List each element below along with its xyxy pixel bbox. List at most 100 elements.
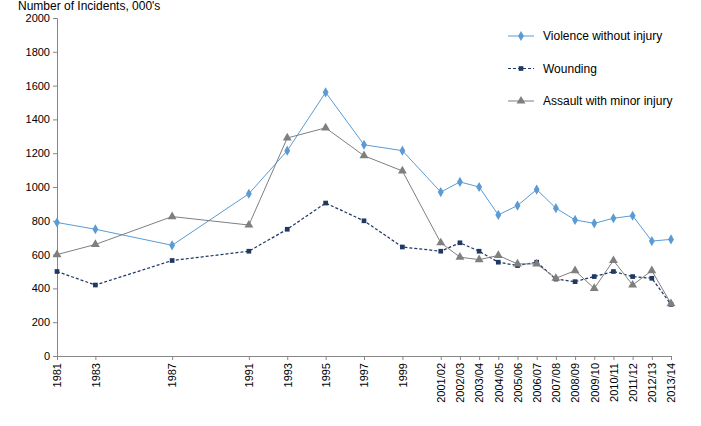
x-tick: 1997 [358,356,370,387]
series-marker [477,249,482,254]
x-tick: 1987 [166,356,178,387]
x-tick: 2007/08 [550,356,562,403]
series-marker [591,218,597,228]
legend-marker [517,96,526,104]
y-tick-mark [53,322,57,323]
y-axis: 0200400600800100012001400160018002000 [26,12,58,362]
series-marker [534,184,540,194]
series-marker [361,140,367,150]
x-tick-mark [479,356,480,360]
series-marker [649,236,655,246]
x-tick-label: 1999 [397,363,409,387]
legend-marker [518,31,524,41]
y-tick-label: 1800 [26,46,50,58]
series-marker [323,87,329,97]
x-tick: 2011/12 [627,356,639,402]
x-tick-label: 2010/11 [608,363,620,402]
series-line [57,203,671,304]
series-marker [55,269,60,274]
y-tick-label: 600 [32,249,50,261]
x-tick: 1981 [51,356,63,387]
x-tick: 2003/04 [473,356,485,403]
y-tick-mark [53,52,57,53]
series-marker [283,133,292,141]
y-tick-label: 1400 [26,113,50,125]
x-tick: 2009/10 [589,356,601,403]
series-marker [170,258,175,263]
x-tick-mark [575,356,576,360]
x-tick-mark [172,356,173,360]
series-marker [611,269,616,274]
y-tick: 1200 [26,147,57,159]
x-tick-mark [633,356,634,360]
y-tick-mark [53,18,57,19]
x-tick-label: 1997 [358,363,370,387]
x-tick-mark [537,356,538,360]
series-marker [475,255,484,263]
x-tick-mark [441,356,442,360]
y-tick: 600 [32,249,57,261]
series-marker [438,249,443,254]
series-marker [321,123,330,131]
series-line [57,92,671,245]
x-tick-label: 2004/05 [493,363,505,403]
y-tick: 400 [32,282,57,294]
y-tick: 200 [32,316,57,328]
x-tick-label: 2011/12 [627,363,639,402]
x-tick-mark [364,356,365,360]
x-tick-mark [249,356,250,360]
y-tick-label: 200 [32,316,50,328]
y-tick-mark [53,153,57,154]
series-marker [513,259,522,267]
x-tick-label: 1991 [243,363,255,387]
y-tick: 1600 [26,80,57,92]
legend-item: Wounding [508,62,597,76]
series-marker [571,266,580,274]
series-marker [285,227,290,232]
series-marker [323,201,328,206]
series-marker [168,211,177,219]
series-marker [457,177,463,187]
x-tick-mark [652,356,653,360]
legend-item: Assault with minor injury [508,94,672,108]
x-axis: 198119831987199119931995199719992001/022… [51,356,677,403]
series-marker [247,249,252,254]
x-tick: 2001/02 [435,356,447,403]
series-marker [592,274,597,279]
x-tick: 1993 [282,356,294,387]
x-tick: 2012/13 [646,356,658,403]
y-tick-mark [53,119,57,120]
plot-area [53,87,676,307]
chart: 0200400600800100012001400160018002000198… [0,0,701,426]
series-marker [494,250,503,258]
series-marker [551,273,560,281]
series-marker [360,151,369,159]
series-marker [246,189,252,199]
x-tick-label: 1981 [51,363,63,387]
x-tick: 2010/11 [608,356,620,402]
series-marker [532,259,541,267]
x-tick-mark [287,356,288,360]
series-marker [630,274,635,279]
legend-label: Violence without injury [543,29,662,43]
x-tick-mark [460,356,461,360]
x-tick-mark [95,356,96,360]
y-tick-label: 400 [32,282,50,294]
x-tick-mark [57,356,58,360]
series-marker [630,211,636,221]
x-tick-mark [613,356,614,360]
y-tick-label: 0 [44,350,50,362]
x-axis-line [58,357,672,361]
x-tick: 2008/09 [569,356,581,403]
y-tick: 2000 [26,12,57,24]
x-tick-label: 2006/07 [531,363,543,403]
series-marker [590,283,599,291]
series-marker [458,240,463,245]
series-marker [649,276,654,281]
series [55,201,674,307]
series-marker [668,234,674,244]
x-tick: 2004/05 [493,356,505,403]
x-tick-label: 2001/02 [435,363,447,403]
y-tick-mark [53,187,57,188]
x-tick-mark [556,356,557,360]
